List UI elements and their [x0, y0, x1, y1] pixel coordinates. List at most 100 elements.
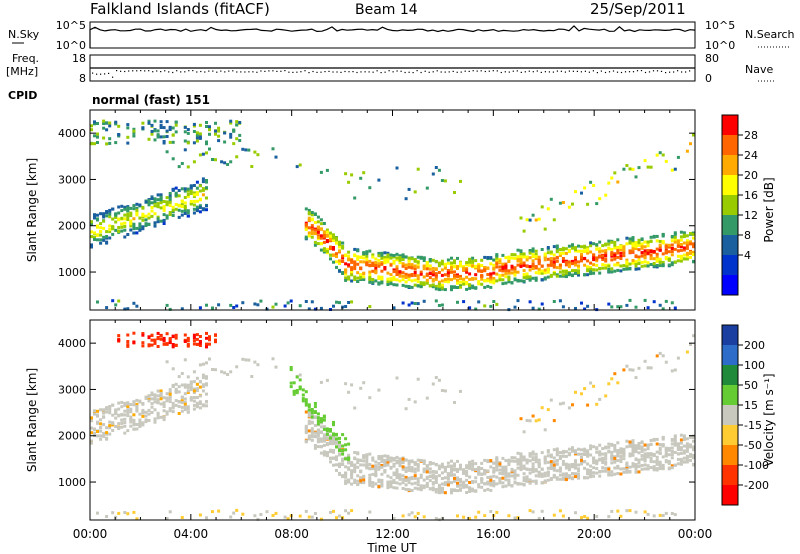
heatmap-cell: [477, 472, 481, 476]
heatmap-cell: [165, 216, 169, 220]
heatmap-cell: [525, 275, 529, 279]
colorbar-tick-label: -15: [744, 419, 762, 432]
heatmap-cell: [138, 203, 142, 207]
heatmap-cell: [679, 433, 683, 437]
heatmap-cell: [153, 221, 157, 225]
heatmap-cell: [413, 481, 417, 485]
heatmap-cell: [634, 465, 638, 469]
heatmap-cell: [362, 171, 366, 175]
heatmap-cell: [571, 274, 574, 278]
heatmap-cell: [162, 396, 166, 400]
heatmap-cell: [286, 517, 290, 521]
heatmap-cell: [416, 468, 420, 472]
heatmap-cell: [205, 179, 208, 182]
heatmap-cell: [201, 152, 205, 156]
heatmap-cell: [383, 461, 387, 465]
heatmap-cell: [150, 411, 154, 414]
heatmap-cell: [577, 244, 580, 248]
heatmap-cell: [117, 511, 121, 515]
heatmap-cell: [416, 277, 420, 281]
heatmap-cell: [571, 477, 574, 481]
heatmap-cell: [446, 477, 450, 481]
nave-dot: [520, 71, 522, 73]
heatmap-cell: [531, 262, 535, 266]
heatmap-cell: [310, 408, 314, 411]
heatmap-cell: [679, 238, 683, 242]
heatmap-cell: [338, 269, 341, 273]
heatmap-cell: [528, 218, 532, 222]
heatmap-cell: [316, 433, 320, 437]
heatmap-cell: [159, 198, 163, 202]
heatmap-cell: [144, 410, 148, 414]
heatmap-cell: [332, 423, 335, 427]
heatmap-cell: [519, 216, 523, 220]
heatmap-cell: [468, 263, 472, 267]
colorbar-frame: [721, 324, 739, 506]
heatmap-cell: [108, 408, 112, 412]
colorbar-tick-label: 4: [744, 249, 751, 262]
heatmap-cell: [332, 450, 335, 454]
heatmap-cell: [126, 126, 130, 130]
heatmap-cell: [425, 261, 429, 265]
heatmap-cell: [453, 273, 456, 277]
heatmap-cell: [347, 301, 351, 304]
heatmap-cell: [537, 516, 541, 520]
heatmap-cell: [332, 304, 335, 308]
heatmap-cell: [192, 191, 196, 195]
nave-dot: [440, 71, 442, 73]
heatmap-cell: [504, 281, 508, 285]
heatmap-cell: [546, 478, 550, 482]
heatmap-cell: [601, 457, 605, 461]
heatmap-cell: [450, 459, 453, 463]
heatmap-cell: [201, 389, 205, 393]
heatmap-cell: [371, 269, 375, 273]
heatmap-cell: [640, 237, 644, 241]
heatmap-cell: [456, 476, 459, 480]
station-title: Falkland Islands (fitACF): [90, 0, 270, 18]
heatmap-cell: [307, 414, 311, 418]
heatmap-cell: [335, 445, 338, 449]
nave-dot: [236, 71, 238, 73]
heatmap-cell: [528, 471, 532, 475]
heatmap-cell: [90, 426, 93, 430]
heatmap-cell: [386, 483, 390, 487]
heatmap-cell: [679, 459, 683, 463]
heatmap-cell: [410, 477, 414, 481]
heatmap-cell: [307, 403, 311, 407]
heatmap-cell: [395, 252, 399, 256]
heatmap-cell: [462, 485, 466, 489]
heatmap-cell: [549, 477, 553, 480]
heatmap-cell: [655, 450, 659, 454]
heatmap-cell: [607, 264, 611, 268]
heatmap-cell: [322, 222, 326, 225]
heatmap-cell: [483, 469, 487, 473]
heatmap-cell: [592, 461, 596, 465]
heatmap-cell: [341, 444, 345, 448]
colorbar-frame: [721, 114, 739, 296]
heatmap-cell: [168, 395, 172, 399]
heatmap-cell: [332, 233, 335, 237]
heatmap-cell: [183, 189, 187, 193]
heatmap-cell: [147, 344, 151, 348]
heatmap-cell: [289, 299, 293, 303]
heatmap-cell: [214, 340, 217, 344]
heatmap-cell: [685, 246, 689, 250]
heatmap-cell: [126, 405, 130, 408]
heatmap-cell: [380, 484, 384, 488]
heatmap-cell: [111, 225, 115, 229]
heatmap-cell: [516, 263, 520, 267]
heatmap-cell: [525, 475, 529, 479]
heatmap-cell: [610, 267, 614, 271]
heatmap-cell: [528, 478, 532, 482]
heatmap-cell: [105, 515, 109, 518]
heatmap-cell: [462, 515, 466, 519]
heatmap-cell: [162, 140, 166, 143]
heatmap-cell: [419, 473, 423, 477]
heatmap-cell: [428, 284, 432, 288]
heatmap-cell: [471, 286, 475, 290]
heatmap-cell: [129, 224, 133, 228]
heatmap-cell: [549, 398, 553, 402]
heatmap-cell: [504, 256, 508, 260]
heatmap-cell: [195, 136, 199, 140]
heatmap-cell: [434, 490, 438, 494]
